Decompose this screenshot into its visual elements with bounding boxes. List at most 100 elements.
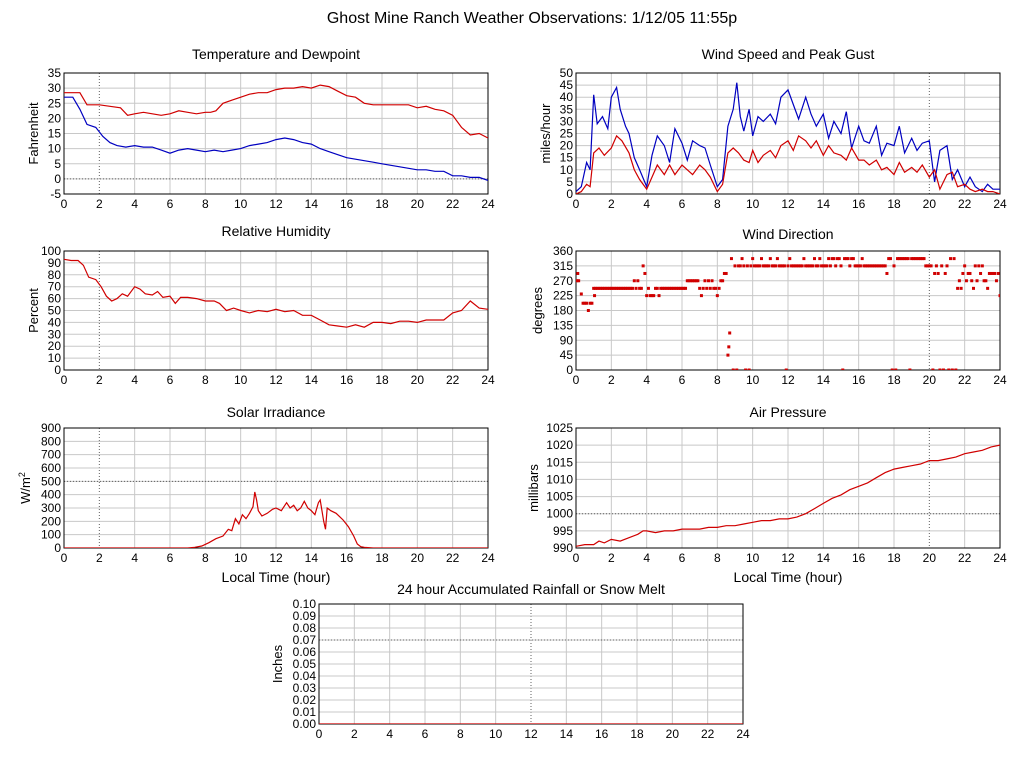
data-point	[639, 286, 643, 290]
plot-frame	[575, 72, 1001, 195]
x-tick-label: 8	[202, 373, 209, 387]
data-point	[772, 264, 776, 268]
x-tick-label: 2	[96, 551, 103, 565]
x-tick-label: 14	[817, 373, 831, 387]
x-tick-label: 24	[481, 551, 495, 565]
data-point	[616, 286, 620, 290]
data-point	[908, 368, 912, 370]
data-point	[788, 257, 792, 261]
data-point	[586, 309, 590, 312]
x-tick-label: 14	[817, 551, 831, 565]
data-point	[828, 264, 832, 268]
data-point	[742, 264, 746, 268]
x-tick-label: 0	[61, 551, 68, 565]
y-tick-label: 0.06	[293, 645, 317, 659]
data-point	[654, 286, 657, 290]
x-tick-label: 8	[714, 197, 721, 211]
x-tick-label: 10	[234, 373, 248, 387]
data-point	[945, 264, 949, 268]
data-point	[664, 286, 668, 290]
scatter-series	[576, 257, 1000, 370]
data-point	[950, 368, 954, 370]
x-tick-label: 18	[375, 551, 389, 565]
x-axis-label: Local Time (hour)	[222, 569, 331, 585]
data-point	[832, 257, 836, 261]
x-tick-label: 20	[411, 373, 425, 387]
chart-title: Air Pressure	[749, 404, 826, 420]
data-point	[648, 294, 652, 298]
x-tick-label: 8	[457, 727, 464, 741]
data-point	[602, 286, 606, 290]
data-point	[687, 279, 691, 283]
y-tick-label: 360	[553, 244, 573, 258]
wind-direction-chart: 0 2 4 6 8 10 12 14 16 18 20 22 240459013518022527031…	[530, 226, 1007, 387]
x-tick-label: 8	[202, 551, 209, 565]
data-point	[692, 279, 696, 283]
data-point	[595, 286, 599, 290]
y-tick-label: 100	[41, 244, 61, 258]
data-point	[611, 286, 615, 290]
data-point	[615, 286, 619, 290]
series-line-0	[64, 258, 488, 328]
data-point	[710, 279, 714, 283]
data-point	[775, 257, 779, 261]
x-tick-label: 10	[234, 551, 248, 565]
y-tick-label: 10	[48, 142, 62, 156]
data-point	[738, 264, 742, 268]
y-tick-label: -5	[50, 187, 61, 201]
y-tick-label: 135	[553, 318, 573, 332]
x-tick-label: 20	[923, 551, 937, 565]
data-point	[982, 279, 986, 283]
x-tick-label: 20	[411, 197, 425, 211]
data-point	[821, 264, 825, 268]
data-point	[680, 286, 684, 290]
y-tick-label: 0.09	[293, 609, 317, 623]
data-point	[684, 286, 688, 290]
data-point	[903, 257, 907, 261]
y-tick-label: 0.00	[293, 717, 317, 731]
y-axis-label: W/m2	[17, 472, 33, 504]
x-tick-label: 6	[679, 551, 686, 565]
data-point	[740, 257, 744, 261]
data-point	[731, 368, 735, 370]
y-tick-label: 35	[48, 66, 62, 80]
data-point	[721, 279, 725, 283]
y-tick-label: 20	[560, 139, 574, 153]
data-point	[609, 286, 613, 290]
data-point	[869, 264, 873, 268]
temperature-chart: 0 2 4 6 8 10 12 14 16 18 20 22 24-505101520253035Tem…	[26, 46, 495, 211]
plot-frame	[63, 250, 489, 371]
data-point	[972, 286, 975, 290]
data-point	[767, 264, 771, 268]
data-point	[696, 279, 700, 283]
x-tick-label: 0	[573, 551, 580, 565]
x-tick-label: 20	[923, 197, 937, 211]
y-tick-label: 35	[560, 102, 574, 116]
data-point	[857, 264, 861, 268]
x-tick-label: 14	[560, 727, 574, 741]
data-point	[650, 294, 654, 298]
y-tick-label: 600	[41, 461, 61, 475]
data-point	[913, 257, 917, 261]
x-tick-label: 20	[923, 373, 937, 387]
x-tick-label: 22	[446, 197, 460, 211]
data-point	[915, 257, 919, 261]
data-point	[623, 286, 627, 290]
data-point	[798, 264, 802, 268]
y-tick-label: 270	[553, 274, 573, 288]
y-tick-label: 0.08	[293, 621, 317, 635]
y-tick-label: 100	[41, 528, 61, 542]
plot-frame	[575, 250, 1001, 371]
y-tick-label: 1025	[546, 421, 573, 435]
x-tick-label: 12	[269, 551, 283, 565]
y-axis-label-superscript: 2	[17, 472, 27, 477]
x-tick-label: 4	[131, 551, 138, 565]
data-point	[966, 271, 970, 275]
y-tick-label: 5	[54, 157, 61, 171]
data-point	[727, 345, 731, 349]
x-tick-label: 18	[375, 373, 389, 387]
y-axis-label: Percent	[26, 288, 41, 333]
chart-title: Relative Humidity	[222, 223, 331, 239]
x-tick-label: 10	[746, 197, 760, 211]
y-tick-label: 1010	[546, 472, 573, 486]
